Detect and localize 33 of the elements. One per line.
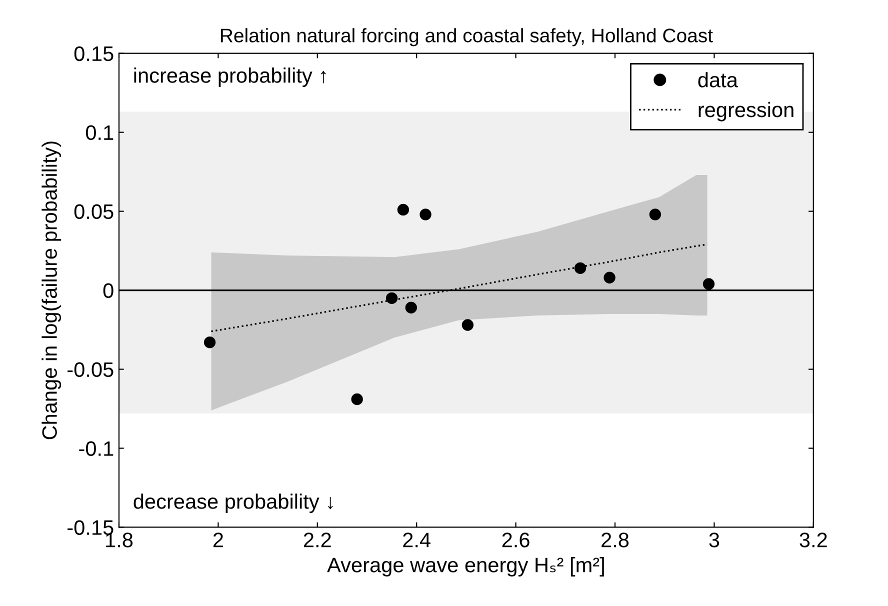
y-tick-label: 0.15 [74, 46, 114, 62]
y-tick-label: -0.1 [79, 441, 114, 456]
x-tick-label: 3.2 [800, 532, 827, 548]
point [462, 319, 474, 331]
point [702, 278, 715, 290]
annotation: increase probability ↑ [134, 68, 326, 87]
y-tick-label: -0.05 [68, 362, 114, 378]
y-axis-title: Change in log(failure probability) [42, 142, 62, 440]
x-axis-title: Average wave energy Hₛ² [m²] [327, 557, 604, 576]
x-tick-label: 2.4 [403, 532, 430, 548]
x-tick-label: 3 [709, 532, 720, 548]
x-tick-label: 2.6 [502, 532, 530, 548]
point [604, 272, 616, 284]
y-tick-label: 0.05 [74, 204, 114, 220]
point [405, 302, 417, 314]
chart-title: Relation natural forcing and coastal safety, Holland Coast [221, 28, 713, 46]
point [351, 393, 363, 406]
point [386, 292, 398, 304]
point [649, 208, 662, 220]
y-tick-label: 0.1 [86, 125, 114, 140]
y-tick-label: -0.15 [68, 520, 114, 535]
point [574, 262, 586, 274]
point [397, 204, 410, 216]
x-tick-label: 1.8 [106, 532, 133, 548]
annotation: decrease probability ↓ [134, 494, 333, 514]
legend-label: data [698, 72, 738, 88]
x-tick-label: 2.8 [602, 532, 629, 548]
x-tick-label: 2 [213, 532, 223, 548]
x-tick-label: 2.2 [304, 532, 331, 548]
y-tick-label: 0 [103, 283, 114, 298]
point [420, 208, 432, 220]
point [204, 336, 216, 348]
legend-label: regression [698, 102, 794, 122]
